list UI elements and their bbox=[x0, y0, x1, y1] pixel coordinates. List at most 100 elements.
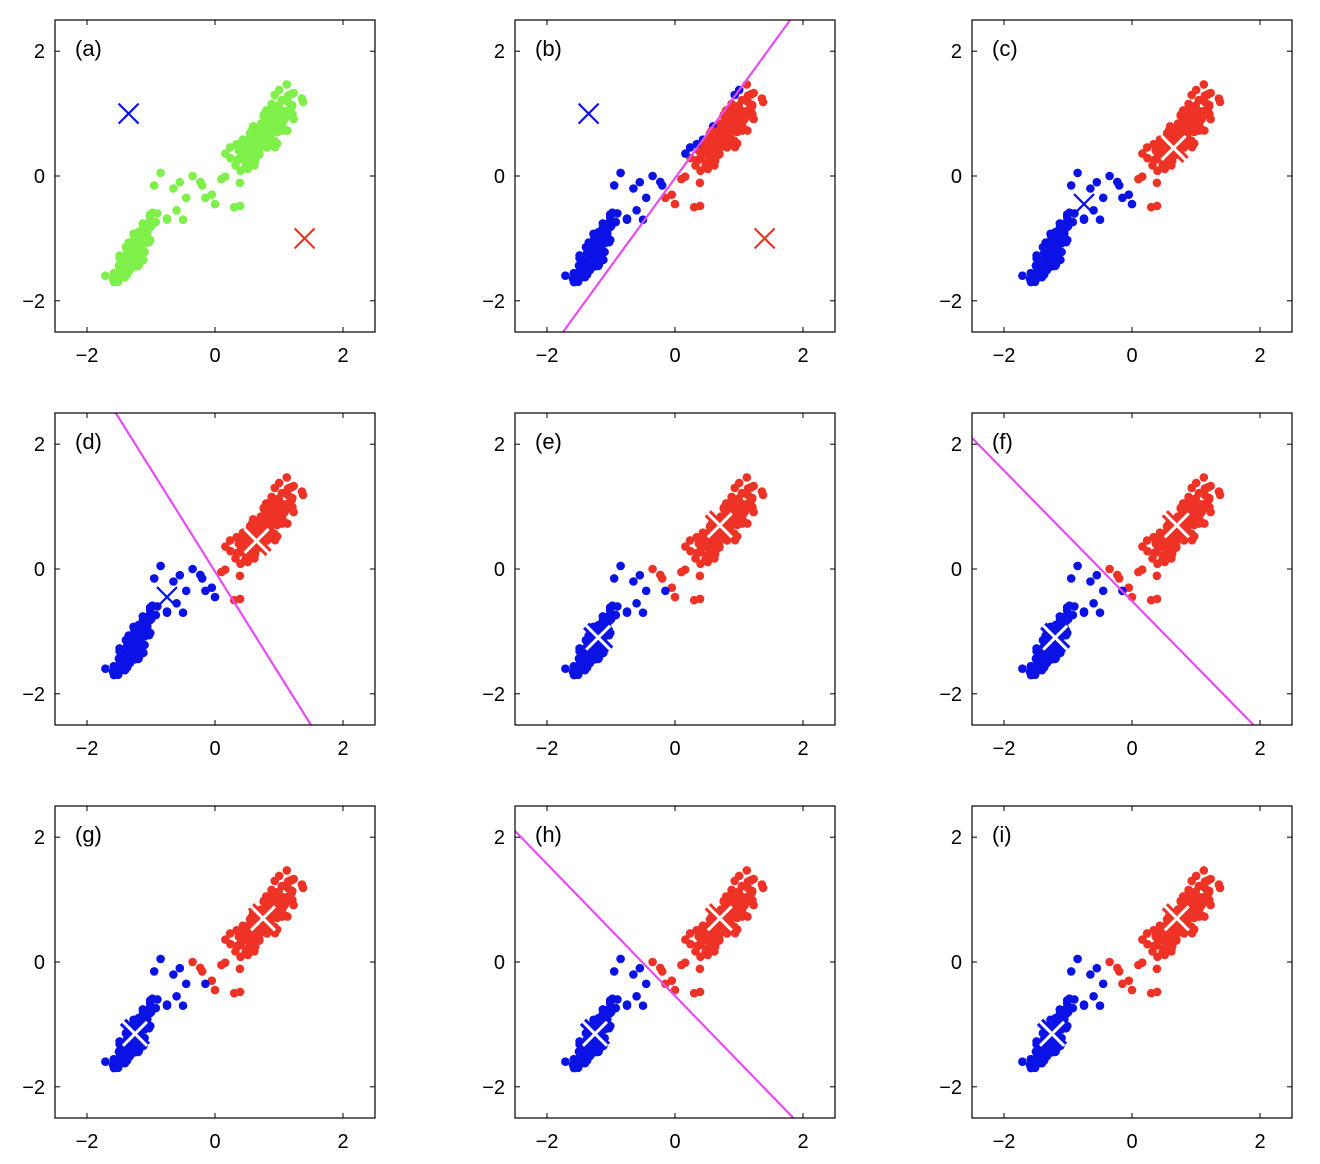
data-point bbox=[118, 648, 128, 658]
data-point bbox=[648, 564, 657, 574]
data-point bbox=[685, 536, 695, 545]
plot-area bbox=[561, 473, 768, 680]
data-point bbox=[598, 219, 608, 228]
axes-frame bbox=[971, 805, 1293, 1119]
data-point bbox=[118, 1053, 127, 1063]
data-point bbox=[1050, 654, 1060, 664]
data-point bbox=[210, 199, 220, 209]
data-point bbox=[1187, 535, 1197, 545]
data-point bbox=[248, 144, 258, 154]
data-point bbox=[1167, 554, 1176, 563]
data-point bbox=[162, 608, 172, 617]
data-point bbox=[1050, 261, 1060, 271]
data-point bbox=[685, 929, 695, 938]
data-point bbox=[282, 473, 292, 482]
data-point bbox=[139, 648, 148, 658]
centroid-blue-icon bbox=[583, 622, 614, 653]
data-point bbox=[151, 610, 161, 620]
x-tick-label: 2 bbox=[337, 345, 348, 367]
decision-boundary bbox=[972, 437, 1255, 725]
data-point bbox=[232, 548, 242, 558]
data-point bbox=[1073, 954, 1082, 964]
data-point bbox=[261, 499, 271, 508]
centroid-red-icon bbox=[1158, 132, 1189, 164]
data-point bbox=[1066, 181, 1076, 190]
y-tick-label: 0 bbox=[34, 559, 45, 581]
data-point bbox=[144, 237, 154, 247]
data-point bbox=[641, 586, 651, 596]
data-point bbox=[245, 129, 255, 138]
panel-h: −2 −2 0 0 2 2 (h) bbox=[482, 805, 836, 1153]
data-point bbox=[1187, 90, 1196, 100]
data-point bbox=[149, 181, 159, 190]
decision-boundary bbox=[114, 413, 312, 725]
data-point bbox=[1149, 925, 1158, 935]
data-point bbox=[262, 508, 271, 518]
data-point bbox=[1187, 483, 1196, 493]
data-point bbox=[1098, 979, 1108, 989]
panel-f: −2 −2 0 0 2 2 (f) bbox=[939, 412, 1293, 760]
data-point bbox=[593, 261, 603, 271]
data-point bbox=[609, 967, 619, 976]
data-point bbox=[175, 570, 185, 580]
data-point bbox=[178, 608, 188, 617]
data-point bbox=[289, 481, 299, 491]
data-point bbox=[638, 608, 648, 617]
data-point bbox=[657, 967, 667, 976]
data-point bbox=[739, 900, 748, 909]
data-point bbox=[616, 561, 625, 571]
data-point bbox=[133, 654, 143, 664]
data-point bbox=[611, 1003, 621, 1013]
data-point bbox=[1068, 610, 1078, 620]
x-tick-label: −2 bbox=[536, 1131, 559, 1153]
data-point bbox=[162, 215, 172, 224]
panel-label: (a) bbox=[75, 36, 102, 61]
data-point bbox=[1018, 1057, 1027, 1066]
data-point bbox=[1194, 912, 1204, 921]
centroid-red-icon bbox=[753, 227, 776, 250]
data-point bbox=[240, 148, 250, 158]
data-point bbox=[622, 608, 632, 617]
data-point bbox=[622, 1001, 632, 1010]
x-tick-label: 0 bbox=[1126, 1131, 1137, 1153]
data-point bbox=[225, 929, 235, 938]
y-tick-label: 2 bbox=[494, 41, 505, 63]
data-point bbox=[1018, 271, 1027, 281]
data-point bbox=[730, 928, 740, 938]
data-point bbox=[172, 206, 181, 215]
data-point bbox=[217, 174, 226, 184]
data-point bbox=[561, 664, 570, 673]
data-point bbox=[1194, 519, 1204, 528]
data-point bbox=[1035, 255, 1045, 265]
data-point bbox=[681, 935, 690, 944]
data-point bbox=[667, 583, 677, 592]
x-tick-label: 2 bbox=[337, 1131, 348, 1153]
data-point bbox=[641, 193, 651, 203]
panel-d: −2 −2 0 0 2 2 (d) bbox=[22, 412, 376, 760]
data-point bbox=[217, 960, 226, 970]
data-point bbox=[1055, 1005, 1065, 1014]
data-point bbox=[210, 592, 220, 602]
data-point bbox=[1056, 255, 1065, 265]
panel-i: −2 −2 0 0 2 2 (i) bbox=[939, 805, 1293, 1153]
plot-area bbox=[101, 413, 312, 725]
axes-frame bbox=[54, 805, 376, 1119]
data-point bbox=[641, 979, 651, 989]
x-tick-label: 2 bbox=[1254, 738, 1265, 760]
data-point bbox=[692, 925, 701, 935]
data-point bbox=[250, 947, 259, 956]
data-point bbox=[611, 217, 621, 227]
data-point bbox=[1204, 888, 1214, 897]
data-point bbox=[632, 992, 641, 1001]
data-point bbox=[1061, 237, 1071, 247]
centroid-red-icon bbox=[247, 903, 279, 934]
data-point bbox=[229, 988, 239, 998]
data-point bbox=[282, 80, 292, 89]
data-point bbox=[221, 935, 230, 944]
data-point bbox=[588, 256, 597, 266]
data-point bbox=[279, 114, 288, 123]
panel-label: (d) bbox=[75, 429, 102, 454]
data-point bbox=[1187, 142, 1197, 152]
data-point bbox=[749, 507, 758, 517]
data-point bbox=[710, 554, 719, 563]
